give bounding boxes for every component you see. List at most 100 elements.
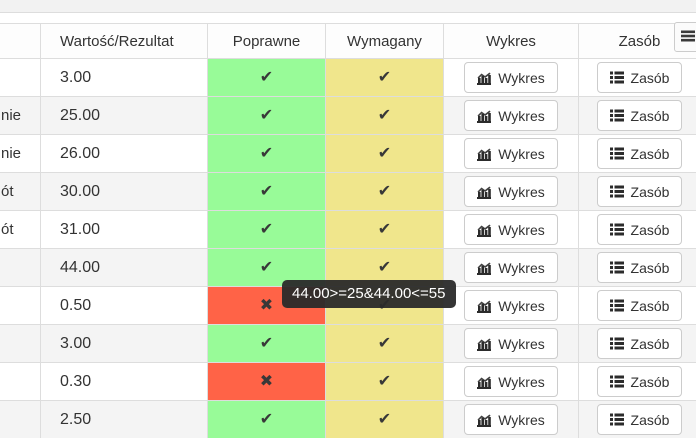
- row-required-cell[interactable]: ✔: [326, 249, 444, 286]
- resource-button[interactable]: Zasób: [596, 138, 683, 169]
- row-chart-cell: Wykres: [444, 173, 579, 210]
- row-name-label: ót: [1, 183, 14, 200]
- row-correct-cell[interactable]: ✖: [208, 363, 326, 400]
- row-name-label: ót: [1, 221, 14, 238]
- row-correct-cell[interactable]: ✔: [208, 211, 326, 248]
- check-icon: ✔: [259, 106, 274, 124]
- check-icon: ✔: [259, 258, 274, 276]
- row-correct-cell[interactable]: ✔: [208, 135, 326, 172]
- chart-button[interactable]: Wykres: [464, 290, 558, 321]
- row-name-cell: [0, 401, 41, 438]
- column-header-correct: Poprawne: [208, 24, 326, 58]
- row-chart-cell: Wykres: [444, 401, 579, 438]
- resource-button[interactable]: Zasób: [596, 62, 683, 93]
- chart-button[interactable]: Wykres: [464, 214, 558, 245]
- row-value-cell: 44.00: [41, 249, 208, 286]
- check-icon: ✔: [377, 258, 392, 276]
- x-icon: ✖: [259, 372, 274, 390]
- row-chart-cell: Wykres: [444, 249, 579, 286]
- list-icon: [609, 147, 624, 160]
- resource-button[interactable]: Zasób: [596, 328, 683, 359]
- list-icon: [609, 413, 624, 426]
- list-icon: [609, 299, 624, 312]
- chart-button[interactable]: Wykres: [464, 138, 558, 169]
- panel-top-strip: [0, 0, 696, 13]
- row-value: 26.00: [60, 144, 101, 162]
- bar-chart-icon: [477, 109, 492, 123]
- bar-chart-icon: [477, 337, 492, 351]
- check-icon: ✔: [259, 182, 274, 200]
- row-resource-cell: Zasób: [579, 173, 696, 210]
- bar-chart-icon: [477, 375, 492, 389]
- resource-button[interactable]: Zasób: [596, 176, 683, 207]
- row-correct-cell[interactable]: ✔: [208, 401, 326, 438]
- resource-button[interactable]: Zasób: [596, 252, 683, 283]
- resource-button[interactable]: Zasób: [596, 404, 683, 435]
- row-required-cell[interactable]: ✔: [326, 59, 444, 96]
- check-icon: ✔: [377, 182, 392, 200]
- resource-button[interactable]: Zasób: [596, 366, 683, 397]
- row-name-cell: [0, 363, 41, 400]
- resource-button[interactable]: Zasób: [596, 214, 683, 245]
- row-name-cell: ót: [0, 173, 41, 210]
- row-name-cell: [0, 249, 41, 286]
- column-menu-button[interactable]: [674, 22, 696, 52]
- list-icon: [609, 185, 624, 198]
- list-icon: [609, 223, 624, 236]
- row-resource-cell: Zasób: [579, 97, 696, 134]
- row-value-cell: 3.00: [41, 325, 208, 362]
- chart-button[interactable]: Wykres: [464, 62, 558, 93]
- row-correct-cell[interactable]: ✔: [208, 59, 326, 96]
- row-required-cell[interactable]: ✔: [326, 135, 444, 172]
- check-icon: ✔: [377, 106, 392, 124]
- bar-chart-icon: [477, 261, 492, 275]
- chart-button[interactable]: Wykres: [464, 328, 558, 359]
- row-required-cell[interactable]: ✔: [326, 401, 444, 438]
- row-value-cell: 26.00: [41, 135, 208, 172]
- row-value-cell: 3.00: [41, 59, 208, 96]
- row-resource-cell: Zasób: [579, 249, 696, 286]
- row-correct-cell[interactable]: ✔: [208, 249, 326, 286]
- row-value: 44.00: [60, 258, 101, 276]
- row-required-cell[interactable]: ✔: [326, 97, 444, 134]
- bar-chart-icon: [477, 71, 492, 85]
- row-required-cell[interactable]: ✔: [326, 173, 444, 210]
- table-row: 2.50 ✔ ✔ Wykres Zasób: [0, 401, 696, 438]
- chart-button[interactable]: Wykres: [464, 252, 558, 283]
- validation-tooltip: 44.00>=25&44.00<=55: [282, 280, 456, 308]
- list-icon: [609, 109, 624, 122]
- resource-button[interactable]: Zasób: [596, 100, 683, 131]
- chart-button[interactable]: Wykres: [464, 404, 558, 435]
- row-required-cell[interactable]: ✔: [326, 325, 444, 362]
- check-icon: ✔: [377, 372, 392, 390]
- check-icon: ✔: [259, 68, 274, 86]
- check-icon: ✔: [259, 334, 274, 352]
- row-required-cell[interactable]: ✔: [326, 363, 444, 400]
- row-chart-cell: Wykres: [444, 135, 579, 172]
- row-correct-cell[interactable]: ✔: [208, 97, 326, 134]
- column-header-chart: Wykres: [444, 24, 579, 58]
- row-resource-cell: Zasób: [579, 59, 696, 96]
- row-resource-cell: Zasób: [579, 211, 696, 248]
- row-correct-cell[interactable]: ✔: [208, 173, 326, 210]
- resource-button[interactable]: Zasób: [596, 290, 683, 321]
- row-value: 3.00: [60, 334, 92, 352]
- table-row: 0.30 ✖ ✔ Wykres Zasób: [0, 363, 696, 401]
- check-icon: ✔: [377, 68, 392, 86]
- bar-chart-icon: [477, 223, 492, 237]
- chart-button[interactable]: Wykres: [464, 100, 558, 131]
- row-value-cell: 2.50: [41, 401, 208, 438]
- bar-chart-icon: [477, 185, 492, 199]
- row-correct-cell[interactable]: ✔: [208, 325, 326, 362]
- check-icon: ✔: [377, 334, 392, 352]
- row-name-cell: [0, 59, 41, 96]
- row-chart-cell: Wykres: [444, 211, 579, 248]
- check-icon: ✔: [377, 144, 392, 162]
- check-icon: ✔: [377, 410, 392, 428]
- row-value: 30.00: [60, 182, 101, 200]
- row-value: 0.30: [60, 372, 92, 390]
- x-icon: ✖: [259, 296, 274, 314]
- chart-button[interactable]: Wykres: [464, 176, 558, 207]
- chart-button[interactable]: Wykres: [464, 366, 558, 397]
- row-required-cell[interactable]: ✔: [326, 211, 444, 248]
